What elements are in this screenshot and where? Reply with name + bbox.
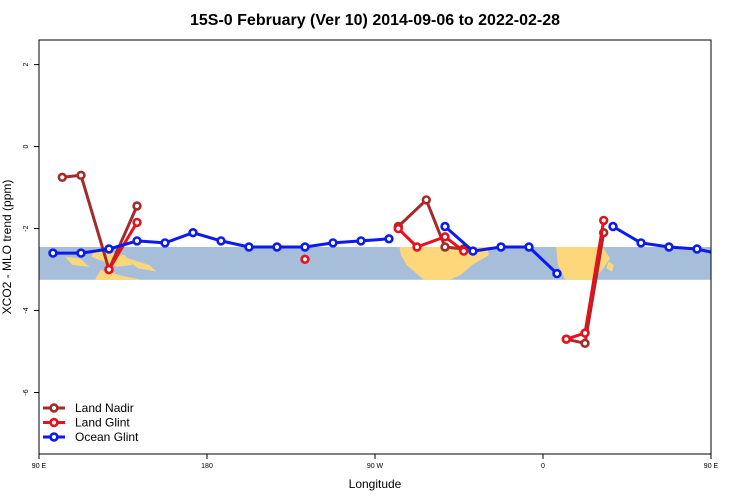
data-point-land-nadir	[421, 195, 431, 205]
legend-swatch-marker	[49, 403, 59, 413]
data-point-ocean-glint	[244, 242, 254, 252]
data-point-ocean-glint	[496, 242, 506, 252]
legend-swatch-marker	[49, 432, 59, 442]
data-point-ocean-glint	[132, 236, 142, 246]
data-point-land-nadir	[440, 242, 450, 252]
data-point-ocean-glint	[608, 221, 618, 232]
data-point-land-glint	[440, 232, 450, 242]
x-tick-label: 180	[201, 463, 213, 470]
series-line-land-nadir	[734, 175, 750, 269]
y-tick-label: -2	[23, 225, 30, 231]
chart-title: 15S-0 February (Ver 10) 2014-09-06 to 20…	[190, 12, 560, 29]
data-point-land-glint	[598, 215, 609, 226]
data-point-land-nadir	[132, 201, 142, 211]
series-line-land-nadir	[397, 198, 464, 251]
data-point-land-glint	[412, 242, 422, 252]
data-point-ocean-glint	[216, 236, 226, 246]
data-point-ocean-glint	[328, 238, 338, 248]
data-point-land-nadir	[57, 172, 67, 183]
data-point-ocean-glint	[160, 238, 170, 248]
land-mass	[606, 261, 614, 272]
land-mass	[91, 248, 133, 267]
map-band	[39, 247, 750, 280]
land-mass	[399, 247, 489, 280]
data-point-ocean-glint	[722, 252, 729, 259]
y-axis: 2 0 -2 -4 -6	[23, 63, 39, 396]
data-point-land-nadir	[731, 174, 738, 181]
y-tick-label: -4	[23, 307, 30, 313]
legend-item-ocean-glint: Ocean Glint	[43, 430, 139, 444]
x-tick-label: 90 E	[32, 463, 47, 470]
legend-swatch-marker	[49, 417, 59, 428]
data-point-ocean-glint	[356, 236, 366, 246]
data-point-land-glint	[104, 264, 114, 275]
data-point-ocean-glint	[440, 221, 450, 232]
data-point-land-glint	[459, 246, 469, 256]
data-point-land-glint	[580, 328, 590, 338]
land-mass	[737, 257, 750, 267]
legend-label: Land Nadir	[75, 401, 134, 415]
series-layer	[48, 170, 750, 348]
data-point-land-nadir	[76, 170, 86, 181]
data-point-land-nadir	[580, 338, 590, 348]
data-point-land-glint	[300, 254, 310, 264]
series-line-ocean-glint	[612, 225, 711, 254]
data-point-ocean-glint	[524, 242, 534, 252]
data-point-ocean-glint	[300, 242, 310, 252]
x-axis-label: Longitude	[349, 477, 402, 491]
series-line-land-glint	[397, 227, 465, 253]
legend-label: Land Glint	[75, 416, 130, 430]
data-point-ocean-glint	[692, 244, 702, 254]
data-point-ocean-glint	[384, 234, 394, 244]
series-line-land-nadir	[62, 173, 139, 271]
series-ocean-glint	[48, 221, 729, 279]
data-point-ocean-glint	[76, 248, 86, 258]
data-point-ocean-glint	[664, 242, 674, 252]
data-point-ocean-glint	[48, 248, 58, 258]
data-point-land-glint	[132, 217, 142, 228]
x-tick-label: 90 W	[367, 463, 384, 470]
series-land-glint	[104, 215, 609, 344]
data-point-ocean-glint	[104, 244, 114, 254]
y-tick-label: 0	[23, 145, 30, 149]
y-tick-label: 2	[23, 63, 30, 67]
x-tick-label: 90 E	[704, 463, 719, 470]
data-point-ocean-glint	[552, 268, 562, 279]
x-tick-label: 0	[541, 463, 545, 470]
data-point-ocean-glint	[188, 228, 198, 238]
y-tick-label: -6	[23, 389, 30, 395]
land-mass	[123, 256, 157, 272]
data-point-ocean-glint	[272, 242, 282, 252]
data-point-land-glint	[561, 334, 571, 344]
land-mass	[65, 256, 90, 267]
legend-item-land-nadir: Land Nadir	[43, 401, 134, 415]
data-point-ocean-glint	[468, 246, 478, 256]
legend-label: Ocean Glint	[75, 430, 139, 444]
y-axis-label: XCO2 - MLO trend (ppm)	[0, 180, 14, 315]
x-axis: 90 E 180 90 W 0 90 E	[32, 454, 719, 470]
data-point-ocean-glint	[636, 238, 646, 248]
legend-item-land-glint: Land Glint	[43, 416, 130, 430]
data-point-land-glint	[393, 223, 403, 234]
